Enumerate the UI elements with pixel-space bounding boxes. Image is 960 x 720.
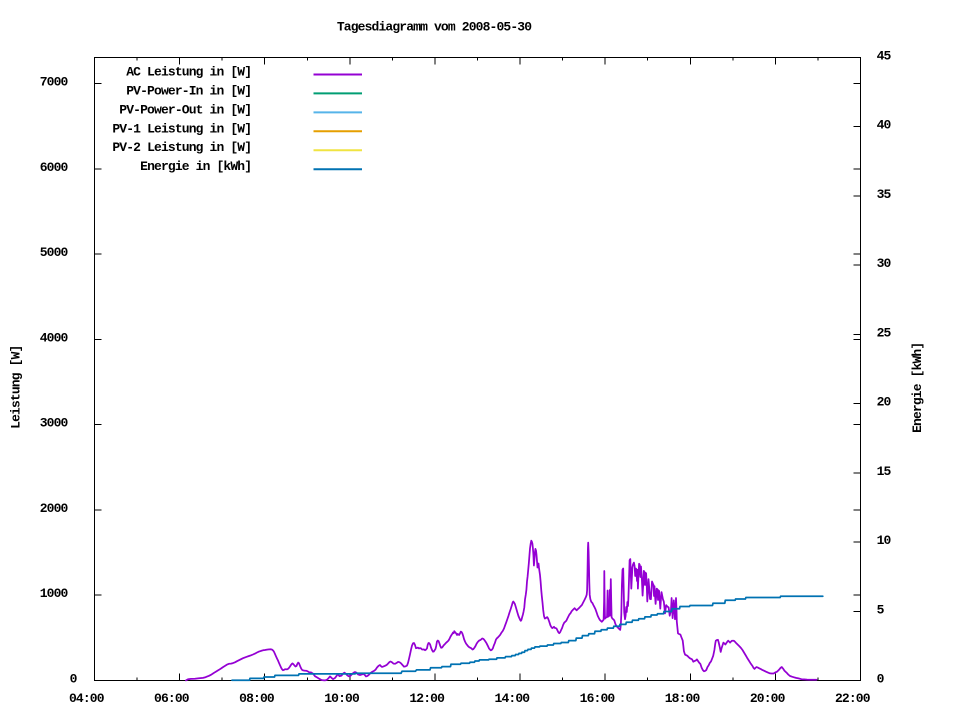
svg-text:10:00: 10:00 [324,691,360,706]
svg-text:PV-2 Leistung in [W]: PV-2 Leistung in [W] [112,140,251,155]
svg-text:04:00: 04:00 [69,691,105,706]
svg-text:0: 0 [877,672,885,687]
svg-text:45: 45 [877,49,892,64]
svg-text:5: 5 [877,602,885,617]
svg-text:18:00: 18:00 [665,691,701,706]
svg-text:PV-1 Leistung in [W]: PV-1 Leistung in [W] [112,121,251,136]
svg-text:20:00: 20:00 [750,691,786,706]
svg-text:Tagesdiagramm vom 2008-05-30: Tagesdiagramm vom 2008-05-30 [337,20,532,35]
svg-text:30: 30 [877,256,892,271]
svg-text:25: 25 [877,325,892,340]
svg-text:0: 0 [70,672,78,687]
svg-text:08:00: 08:00 [239,691,275,706]
svg-text:PV-Power-In in [W]: PV-Power-In in [W] [126,83,251,98]
svg-text:Energie [kWh]: Energie [kWh] [910,343,925,433]
svg-text:14:00: 14:00 [495,691,531,706]
svg-text:5000: 5000 [40,245,69,260]
svg-text:12:00: 12:00 [409,691,445,706]
svg-text:20: 20 [877,395,892,410]
svg-text:15: 15 [877,464,892,479]
svg-text:2000: 2000 [40,501,69,516]
svg-text:4000: 4000 [40,330,69,345]
svg-text:Leistung [W]: Leistung [W] [9,346,24,429]
svg-text:16:00: 16:00 [580,691,616,706]
svg-text:AC Leistung in [W]: AC Leistung in [W] [126,65,251,80]
svg-text:3000: 3000 [40,416,69,431]
svg-text:7000: 7000 [40,75,69,90]
svg-text:40: 40 [877,118,892,133]
svg-text:22:00: 22:00 [835,691,871,706]
svg-text:10: 10 [877,533,892,548]
svg-text:PV-Power-Out in [W]: PV-Power-Out in [W] [119,102,251,117]
svg-text:Energie in [kWh]: Energie in [kWh] [140,159,251,174]
svg-text:06:00: 06:00 [154,691,190,706]
svg-text:1000: 1000 [40,586,69,601]
svg-text:6000: 6000 [40,160,69,175]
svg-text:35: 35 [877,187,892,202]
